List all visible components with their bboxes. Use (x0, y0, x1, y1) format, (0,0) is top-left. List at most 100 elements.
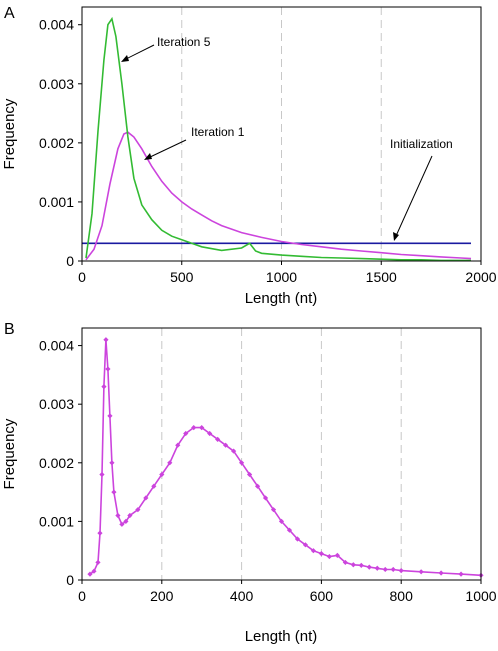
data-point (191, 425, 197, 431)
panel-b-ytick-label: 0.001 (39, 513, 74, 529)
data-point (109, 460, 115, 466)
annotation-iteration-1: Iteration 1 (191, 125, 245, 139)
annotation-initialization-arrowhead (393, 232, 399, 241)
panel-b-ytick-label: 0.003 (39, 396, 74, 412)
data-point (97, 530, 103, 536)
data-point (91, 568, 97, 574)
data-point (99, 471, 105, 478)
panel-b-ylabel: Frequency (1, 418, 18, 489)
data-point (231, 448, 237, 454)
data-point (111, 489, 117, 495)
panel-b-grid (161, 328, 402, 580)
data-point (119, 521, 125, 527)
data-point (135, 507, 141, 513)
data-point (334, 552, 340, 558)
data-point (390, 566, 396, 573)
panel-b-xtick-label: 200 (150, 588, 174, 604)
panel-a-series (82, 16, 472, 262)
data-point (302, 542, 309, 548)
data-point (223, 442, 229, 448)
panel-a-xtick-label: 0 (78, 269, 86, 285)
data-point (326, 553, 332, 560)
panel-a-label: A (4, 5, 15, 22)
annotation-iteration-1-arrowhead (144, 153, 152, 160)
data-point (366, 564, 372, 570)
data-point (458, 571, 464, 577)
data-point (127, 512, 133, 519)
data-point (342, 559, 348, 566)
panel-a: A 0 500 1000 1500 200000.0010.0020.0030.004 … (1, 5, 497, 307)
annotation-initialization-arrow (395, 155, 433, 237)
panel-b-xtick-label: 1000 (465, 588, 496, 604)
data-point (374, 565, 380, 571)
data-point (103, 337, 109, 343)
data-point (254, 483, 261, 489)
data-point (151, 483, 157, 489)
panel-b-ytick-label: 0.002 (39, 455, 74, 471)
panel-a-xlabel: Length (nt) (245, 290, 318, 307)
data-point (101, 384, 107, 390)
data-point (199, 425, 205, 431)
panel-a-ytick-label: 0.003 (39, 76, 74, 92)
panel-b-xlabel: Length (nt) (245, 628, 318, 645)
panel-a-ytick-label: 0.001 (39, 194, 74, 210)
panel-b-xtick-label: 400 (230, 588, 254, 604)
series-iteration-1-line (85, 131, 472, 261)
data-point (246, 471, 253, 478)
data-point (418, 569, 424, 575)
data-point (143, 495, 149, 501)
series-profile-line (89, 339, 482, 577)
series-iteration-5-line (85, 16, 471, 262)
panel-b-xtick-label: 800 (390, 588, 414, 604)
data-point (262, 495, 269, 501)
panel-b: B 0 200 400 600 800 1000 0 0.001 0.002 0.003 0.004… (1, 321, 497, 645)
data-point (358, 562, 364, 568)
panel-b-ytick-label: 0.004 (39, 338, 74, 354)
panel-b-ticks: 0 200 400 600 800 1000 0 0.001 0.002 0.003 0.004 (39, 338, 497, 604)
annotation-iteration-5-arrowhead (121, 55, 129, 62)
panel-a-ticks: 0 500 1000 1500 2000 0 0.001 0.002 0.003 0.004 (39, 17, 497, 285)
panel-a-ytick-label: 0.004 (39, 17, 74, 33)
data-point (87, 571, 93, 577)
data-point (350, 562, 356, 568)
panel-b-label: B (4, 321, 15, 338)
data-point (123, 518, 129, 524)
data-point (159, 471, 165, 478)
panel-a-xtick-label: 1000 (266, 269, 297, 285)
data-point (382, 566, 388, 573)
data-point (183, 430, 189, 437)
annotation-iteration-5-arrow (123, 44, 155, 61)
panel-a-ytick-label: 0 (66, 253, 74, 269)
panel-b-series (87, 337, 484, 578)
data-point (107, 413, 113, 419)
data-point (286, 527, 293, 533)
panel-a-ylabel: Frequency (1, 98, 18, 169)
data-point (167, 460, 173, 466)
panel-b-ytick-label: 0 (66, 572, 74, 588)
data-point (215, 436, 221, 442)
panel-b-xtick-label: 600 (310, 588, 334, 604)
annotation-iteration-1-arrow (147, 139, 187, 159)
panel-a-grid (181, 7, 382, 261)
data-point (95, 559, 101, 566)
data-point (115, 512, 121, 519)
annotation-iteration-5: Iteration 5 (157, 35, 211, 49)
panel-a-xtick-label: 1500 (366, 269, 397, 285)
data-point (239, 460, 245, 466)
data-point (438, 570, 444, 576)
panel-b-plot-frame (81, 327, 482, 581)
data-point (294, 536, 301, 542)
data-point (175, 442, 181, 448)
data-point (207, 430, 213, 437)
data-point (278, 518, 285, 524)
data-point (310, 548, 317, 554)
data-point (270, 507, 277, 513)
data-point (398, 568, 404, 574)
panel-a-xtick-label: 500 (170, 269, 194, 285)
panel-a-ytick-label: 0.002 (39, 135, 74, 151)
panel-a-xtick-label: 2000 (465, 269, 496, 285)
panel-b-xtick-label: 0 (78, 588, 86, 604)
data-point (318, 551, 324, 557)
data-point (105, 366, 111, 372)
